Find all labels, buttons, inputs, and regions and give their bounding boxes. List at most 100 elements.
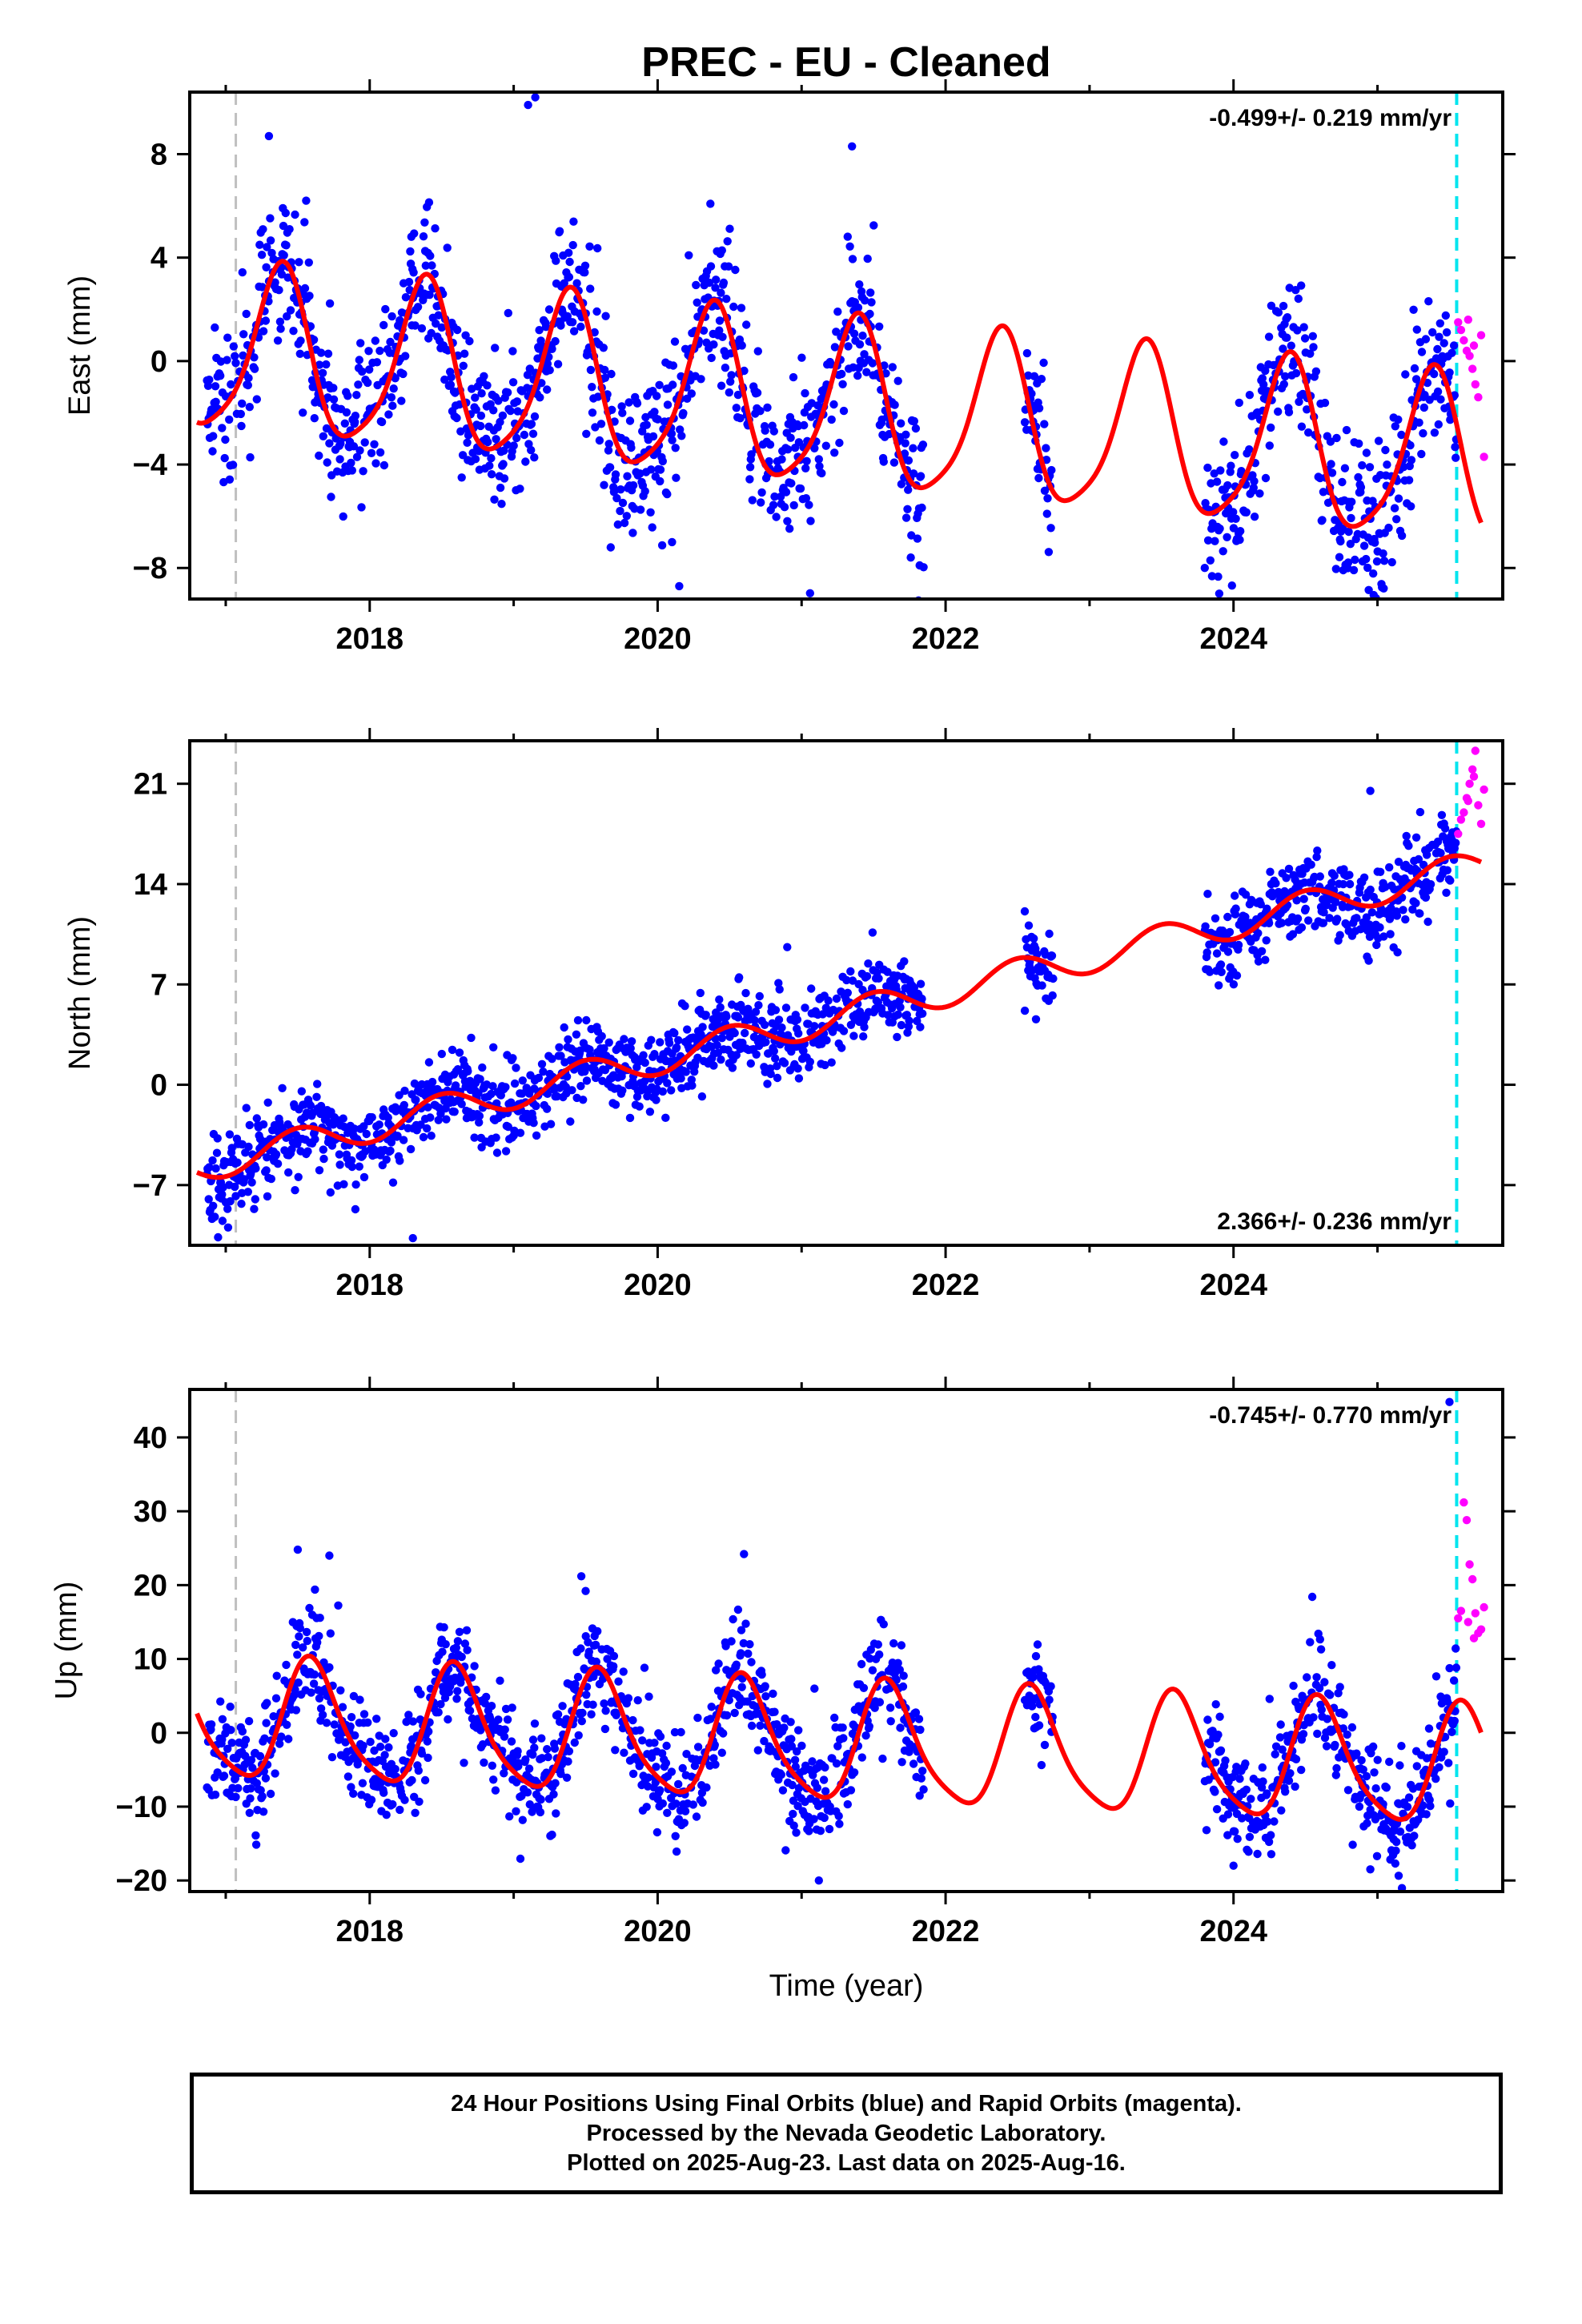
up-point: [1412, 1762, 1422, 1771]
north-point: [259, 1120, 268, 1129]
east-point: [1211, 537, 1219, 545]
north-point: [916, 979, 926, 988]
north-point: [1229, 980, 1239, 989]
north-point: [492, 1133, 500, 1142]
north-point: [868, 928, 877, 937]
east-point: [586, 365, 596, 375]
north-point: [227, 1144, 236, 1152]
up-point: [1264, 1837, 1274, 1847]
north-rapid-point: [1469, 772, 1479, 781]
east-point: [1250, 476, 1259, 486]
north-point: [546, 1120, 556, 1128]
east-point: [729, 302, 738, 312]
up-point: [325, 1551, 334, 1560]
up-point: [1395, 1827, 1405, 1836]
north-point: [448, 1045, 457, 1055]
east-point: [300, 218, 309, 227]
up-point: [1385, 1757, 1394, 1767]
up-x-axis-label: Time (year): [769, 1969, 924, 2003]
east-point: [372, 358, 382, 367]
east-point: [340, 419, 349, 428]
east-point: [618, 408, 627, 417]
east-point: [283, 273, 292, 282]
east-point: [295, 349, 304, 358]
up-point: [1394, 1872, 1403, 1880]
up-point: [1306, 1638, 1315, 1647]
up-point: [752, 1703, 761, 1711]
east-point: [1283, 333, 1291, 342]
east-point: [1046, 524, 1055, 533]
east-point: [516, 485, 524, 493]
east-point: [276, 324, 285, 333]
east-point: [715, 316, 725, 325]
east-point: [1390, 504, 1399, 513]
east-point: [323, 458, 331, 467]
north-point: [487, 1089, 496, 1099]
east-point: [399, 369, 408, 379]
east-frame: [188, 90, 1504, 601]
up-point: [859, 1683, 869, 1692]
up-point: [727, 1637, 736, 1646]
up-y-tick-label: −20: [116, 1864, 167, 1898]
east-point: [604, 440, 613, 448]
east-point: [1327, 468, 1337, 477]
up-model-curve: [195, 1653, 1484, 1822]
east-point: [1250, 513, 1259, 521]
east-point: [737, 341, 746, 350]
north-point: [388, 1178, 398, 1187]
east-point: [907, 531, 916, 540]
north-point: [319, 1154, 328, 1164]
up-point: [470, 1662, 479, 1671]
north-point: [728, 1063, 737, 1072]
north-point: [263, 1192, 272, 1201]
up-point: [556, 1769, 565, 1779]
north-point: [650, 1050, 659, 1059]
east-point: [1309, 343, 1318, 352]
east-point: [283, 312, 291, 321]
north-point: [1335, 931, 1344, 939]
up-point: [372, 1715, 381, 1723]
east-point: [437, 323, 446, 332]
north-point: [1262, 936, 1271, 945]
up-point: [709, 1754, 718, 1763]
north-point: [716, 1003, 725, 1012]
north-point: [693, 1053, 702, 1063]
east-point: [483, 381, 492, 390]
up-point: [310, 1670, 319, 1679]
up-point: [781, 1846, 790, 1855]
east-point: [1381, 445, 1390, 455]
north-point: [681, 1002, 689, 1011]
up-point: [275, 1739, 284, 1748]
up-point: [787, 1735, 796, 1743]
up-point: [885, 1703, 895, 1712]
east-point: [721, 364, 730, 372]
east-point: [1409, 305, 1418, 314]
north-point: [1297, 923, 1307, 932]
east-point: [648, 523, 656, 532]
north-point: [860, 1023, 869, 1031]
up-point: [1223, 1831, 1232, 1839]
east-point: [624, 398, 633, 407]
up-point: [1331, 1771, 1341, 1779]
east-point: [446, 380, 456, 389]
north-point: [766, 1069, 775, 1079]
up-point: [1357, 1755, 1366, 1765]
north-point: [697, 1092, 707, 1101]
east-point: [595, 436, 604, 445]
east-point: [259, 225, 267, 234]
north-rapid-point: [1468, 765, 1477, 774]
up-point: [895, 1665, 905, 1675]
east-point: [869, 221, 878, 230]
up-point: [573, 1672, 583, 1682]
north-point: [387, 1138, 396, 1147]
north-point: [326, 1188, 335, 1197]
east-rapid-point: [1474, 392, 1483, 402]
north-point: [1299, 895, 1308, 903]
east-y-axis-label: East (mm): [63, 275, 97, 416]
east-point: [227, 380, 235, 389]
up-point: [381, 1735, 390, 1743]
north-point: [1312, 852, 1321, 862]
north-point: [1375, 923, 1384, 932]
north-point: [335, 1150, 344, 1159]
chart-title: PREC - EU - Cleaned: [641, 39, 1050, 86]
